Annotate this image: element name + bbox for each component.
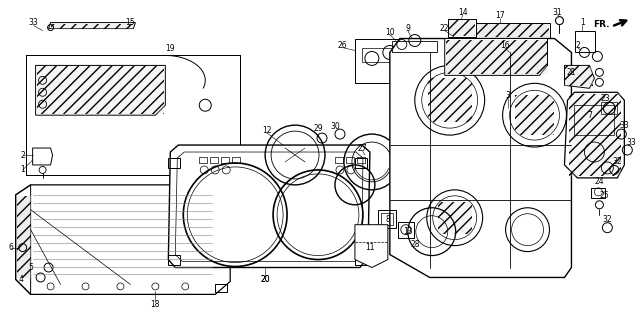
Polygon shape — [36, 66, 165, 115]
Text: 32: 32 — [603, 215, 612, 224]
Bar — [355, 158, 367, 168]
Bar — [210, 157, 218, 163]
Polygon shape — [445, 38, 547, 76]
Bar — [215, 285, 227, 292]
Text: 33: 33 — [620, 121, 629, 130]
Bar — [448, 19, 476, 37]
Bar — [438, 202, 472, 234]
Text: 25: 25 — [600, 191, 609, 200]
Bar — [199, 157, 207, 163]
Bar — [26, 56, 240, 175]
Text: 18: 18 — [150, 300, 160, 309]
Text: 16: 16 — [500, 41, 509, 50]
Bar — [355, 38, 410, 83]
Text: 8: 8 — [385, 215, 390, 224]
Text: 6: 6 — [8, 243, 13, 252]
Polygon shape — [168, 145, 370, 267]
Text: 20: 20 — [260, 275, 270, 284]
Text: 24: 24 — [595, 178, 604, 186]
Bar — [357, 157, 365, 163]
Polygon shape — [390, 38, 572, 277]
Bar — [575, 31, 595, 52]
Bar — [168, 255, 180, 265]
Text: 29: 29 — [313, 124, 323, 133]
Polygon shape — [355, 225, 388, 267]
Bar — [450, 36, 475, 51]
Text: 27: 27 — [357, 144, 367, 153]
Polygon shape — [33, 148, 52, 165]
Text: 4: 4 — [18, 275, 23, 284]
Text: 17: 17 — [495, 11, 504, 20]
Text: 33: 33 — [627, 138, 636, 147]
Text: 28: 28 — [410, 240, 420, 249]
Text: 11: 11 — [365, 243, 374, 252]
Bar — [355, 255, 367, 265]
Text: 26: 26 — [337, 41, 347, 50]
Bar — [570, 94, 621, 176]
Text: 14: 14 — [458, 8, 467, 17]
Text: 20: 20 — [260, 275, 270, 284]
Bar — [451, 24, 548, 37]
Text: 15: 15 — [125, 18, 135, 27]
Bar — [566, 66, 593, 86]
Text: 33: 33 — [29, 18, 38, 27]
Text: 32: 32 — [612, 158, 622, 167]
Bar — [450, 22, 550, 37]
Bar — [392, 41, 436, 52]
Bar — [428, 78, 472, 122]
Bar — [51, 24, 133, 29]
Bar — [398, 222, 414, 238]
Text: 30: 30 — [330, 122, 340, 131]
Bar — [232, 157, 240, 163]
Polygon shape — [564, 92, 625, 178]
Text: 5: 5 — [28, 263, 33, 272]
Text: 23: 23 — [600, 94, 610, 103]
Bar — [381, 213, 393, 225]
Bar — [168, 158, 180, 168]
Text: 2: 2 — [575, 41, 580, 50]
Bar — [515, 95, 554, 135]
Bar — [575, 105, 614, 135]
Bar — [362, 48, 397, 62]
Bar — [591, 188, 605, 198]
Text: 9: 9 — [405, 24, 410, 33]
Text: 7: 7 — [587, 111, 592, 120]
Text: 12: 12 — [262, 126, 272, 134]
Bar — [449, 20, 475, 36]
Text: 22: 22 — [440, 24, 449, 33]
Text: 31: 31 — [553, 8, 563, 17]
Text: 1: 1 — [580, 18, 585, 27]
Text: 10: 10 — [385, 28, 395, 37]
Bar — [221, 157, 229, 163]
Bar — [17, 196, 31, 278]
Text: 2: 2 — [20, 150, 25, 159]
Bar — [378, 210, 396, 228]
Bar — [335, 157, 343, 163]
Bar — [346, 157, 354, 163]
Text: 13: 13 — [403, 227, 413, 236]
Text: 1: 1 — [20, 165, 25, 174]
Bar — [36, 66, 164, 114]
Polygon shape — [564, 66, 595, 88]
Text: 19: 19 — [166, 44, 175, 53]
Polygon shape — [15, 185, 230, 295]
Bar — [602, 102, 618, 114]
Bar — [445, 40, 547, 74]
Text: 3: 3 — [505, 91, 510, 100]
Bar — [215, 188, 227, 196]
Text: FR.: FR. — [593, 20, 610, 29]
Text: 21: 21 — [566, 68, 576, 77]
Bar — [26, 56, 240, 175]
